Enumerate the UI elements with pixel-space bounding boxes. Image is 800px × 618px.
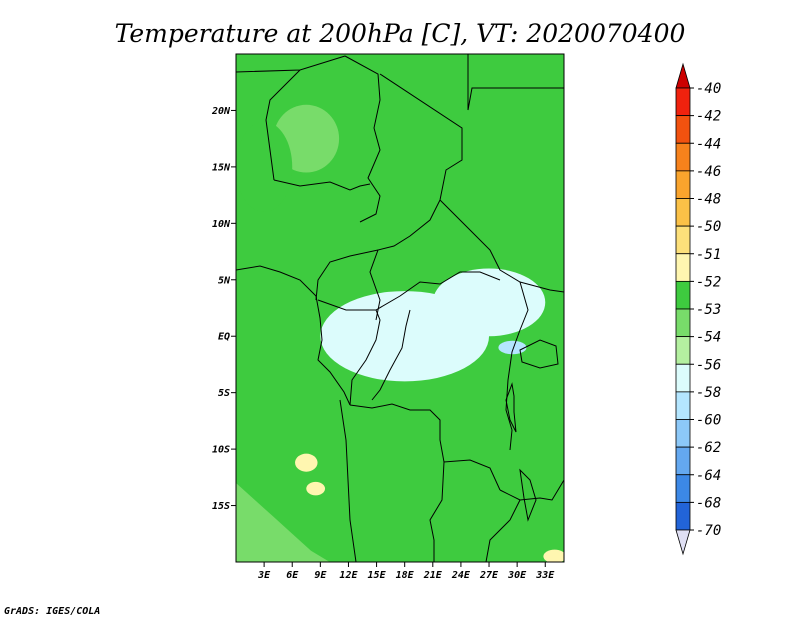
x-tick-label: 27E [479,570,499,581]
border-line [485,499,521,562]
colorbar-label: -68 [696,495,721,511]
colorbar-label: -53 [696,302,721,318]
colorbar-swatch [675,474,691,503]
border-line [273,179,371,191]
x-axis: 3E 6E 9E 12E 15E 18E 21E 24E 27E 30E 33E [257,562,555,581]
x-tick-label: 6E [286,570,299,581]
colorbar-swatch [675,336,691,365]
border-line [375,271,501,311]
y-tick-label: 10N [212,219,231,230]
colorbar-swatch [675,501,691,531]
coastline [236,265,351,406]
contour-patch-1 [432,268,546,337]
x-tick-label: 21E [423,570,443,581]
lake-outline [505,382,517,433]
colorbar-swatch [675,280,691,310]
colorbar-swatch [675,170,691,199]
border-line [349,403,501,491]
credit-text: GrADS: IGES/COLA [4,606,100,617]
colorbar-label: -62 [696,440,721,456]
y-axis: 20N 15N 10N 5N EQ 5S 10S 15S [211,106,236,512]
border-line [439,199,564,293]
border-line [505,281,529,451]
colorbar-swatch [675,391,691,420]
border-line [499,479,564,501]
colorbar-label: -64 [696,468,721,484]
lake-outline [519,339,559,369]
colorbar-swatch [675,253,691,282]
colorbar-label: -54 [696,330,721,346]
colorbar-label: -48 [696,192,721,208]
x-tick-label: 24E [451,570,471,581]
colorbar-label: -44 [696,136,721,152]
colorbar-swatch [675,308,691,338]
country-borders [236,54,564,562]
colorbar-label: -40 [696,81,721,97]
y-tick-label: 15N [212,162,231,173]
colorbar-label: -46 [696,164,721,180]
colorbar-swatch [675,446,691,476]
x-tick-label: 3E [257,570,271,581]
colorbar-label: -51 [696,247,721,263]
border-line [265,69,301,181]
y-tick-label: 5S [218,388,230,399]
border-line [339,399,357,562]
colorbar-swatch [675,87,691,117]
border-line [369,199,441,321]
colorbar-swatch [675,198,691,227]
lake-outline [519,468,537,522]
colorbar-label: -42 [696,109,721,125]
colorbar-top-arrow [675,62,691,89]
x-tick-label: 33E [535,570,555,581]
y-tick-label: 20N [211,106,231,117]
contour-patch-6 [306,481,326,496]
border-line [315,249,379,301]
y-tick-label: 5N [218,275,231,286]
border-line [344,55,381,223]
colorbar-label: -50 [696,219,721,235]
plot-area [236,54,564,562]
x-tick-label: 12E [339,570,358,581]
y-tick-label: 15S [212,501,230,512]
colorbar-label: -70 [696,523,721,539]
border-line [317,299,381,406]
colorbar-swatch [675,142,691,172]
colorbar-swatch [675,363,691,393]
border-line [379,73,463,201]
border-line [429,461,445,562]
colorbar-swatch [675,115,691,144]
colorbar-bottom-arrow [675,529,691,556]
x-tick-label: 9E [314,570,327,581]
colorbar-swatch [675,419,691,448]
contour-patch-7 [543,549,564,562]
colorbar-label: -58 [696,385,721,401]
chart-title: Temperature at 200hPa [C], VT: 202007040… [115,19,686,48]
colorbar-swatch [675,225,691,255]
x-tick-label: 18E [396,570,415,581]
colorbar-label: -56 [696,357,721,373]
x-tick-label: 30E [507,570,527,581]
y-tick-label: 10S [212,445,230,456]
contour-patch-5 [295,453,318,472]
colorbar-legend: -40 -42 -44 -46 -48 -50 -51 -52 -53 -54 -56 -58 -60 -… [675,62,721,556]
x-tick-label: 15E [368,570,387,581]
y-tick-label: EQ [218,332,230,343]
contour-patch-4 [236,121,293,213]
colorbar-label: -60 [696,413,721,429]
plot-frame [235,53,565,563]
border-line [371,309,411,401]
border-line [467,54,564,111]
colorbar-label: -52 [696,274,721,290]
contour-patch-2 [498,340,527,355]
